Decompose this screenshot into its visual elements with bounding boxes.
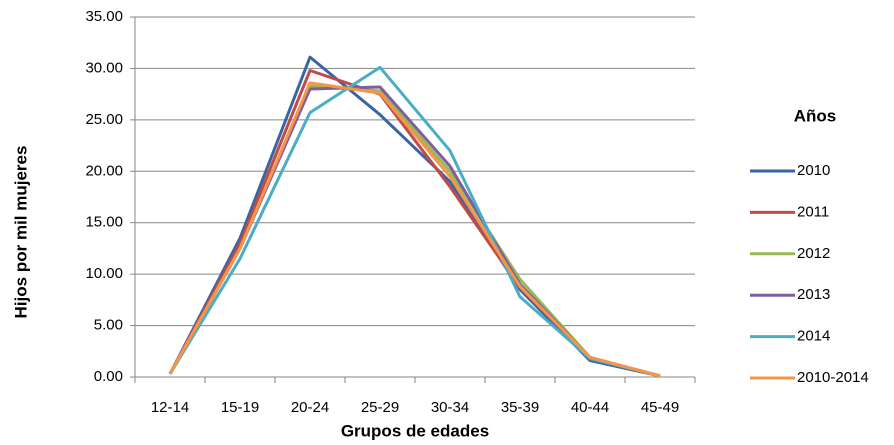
- y-tick-label: 30.00: [85, 59, 123, 76]
- x-tick-label: 12-14: [151, 399, 189, 416]
- legend-label: 2012: [797, 245, 830, 262]
- legend-label: 2010-2014: [797, 369, 869, 386]
- y-tick-label: 10.00: [85, 265, 123, 282]
- y-axis-title: Hijos por mil mujeres: [11, 146, 30, 319]
- x-tick-label: 35-39: [501, 399, 539, 416]
- x-tick-label: 20-24: [291, 399, 329, 416]
- series-line: [168, 55, 661, 378]
- x-tick-label: 45-49: [641, 399, 679, 416]
- legend-label: 2014: [797, 328, 830, 345]
- y-tick-label: 15.00: [85, 214, 123, 231]
- x-tick-label: 25-29: [361, 399, 399, 416]
- legend-label: 2011: [797, 203, 829, 220]
- series-line: [168, 65, 661, 378]
- series-line: [168, 81, 661, 378]
- x-axis-title: Grupos de edades: [341, 421, 489, 440]
- x-tick-label: 40-44: [571, 399, 609, 416]
- y-tick-label: 35.00: [85, 8, 123, 25]
- legend-label: 2010: [797, 162, 830, 179]
- legend-title: Años: [794, 106, 837, 125]
- x-tick-label: 30-34: [431, 399, 469, 416]
- y-tick-label: 25.00: [85, 111, 123, 128]
- y-tick-label: 0.00: [94, 368, 123, 385]
- legend-label: 2013: [797, 286, 830, 303]
- x-tick-label: 15-19: [221, 399, 259, 416]
- y-tick-label: 5.00: [94, 317, 123, 334]
- series-line: [168, 68, 661, 378]
- y-tick-label: 20.00: [85, 162, 123, 179]
